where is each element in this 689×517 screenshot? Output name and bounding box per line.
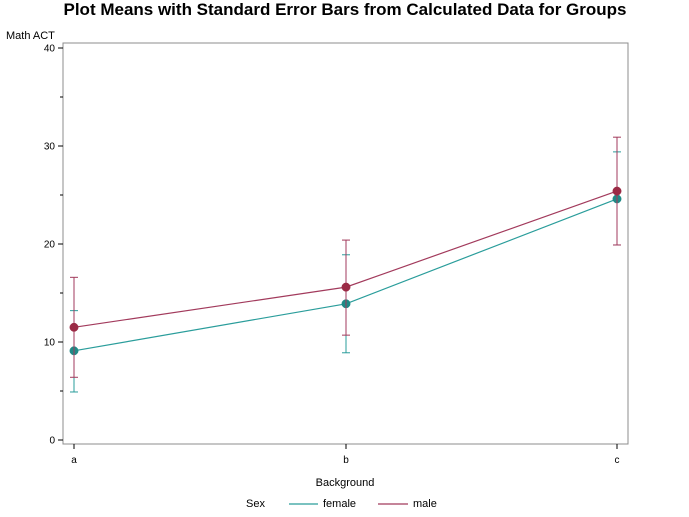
data-point-male-c (612, 186, 622, 196)
legend-label-female: female (323, 498, 356, 510)
legend-label-male: male (413, 498, 437, 510)
data-point-male-a (69, 322, 79, 332)
y-tick-label: 0 (49, 436, 55, 447)
y-tick-label: 20 (44, 240, 56, 251)
y-axis: 0 10 20 30 40 (44, 44, 63, 447)
x-tick-label-a: a (71, 455, 77, 466)
y-tick-label: 40 (44, 44, 56, 55)
x-tick-label-b: b (343, 455, 349, 466)
x-tick-label-c: c (615, 455, 620, 466)
legend: Sex female male (246, 498, 437, 510)
data-point-male-b (341, 282, 351, 292)
y-tick-label: 10 (44, 338, 56, 349)
x-axis: a b c (71, 444, 620, 466)
series-layer (69, 136, 622, 393)
y-axis-label: Math ACT (6, 30, 55, 42)
legend-title: Sex (246, 498, 265, 510)
x-axis-label: Background (316, 477, 375, 489)
chart-title: Plot Means with Standard Error Bars from… (64, 0, 627, 19)
series-male (69, 136, 622, 378)
y-tick-label: 30 (44, 142, 56, 153)
